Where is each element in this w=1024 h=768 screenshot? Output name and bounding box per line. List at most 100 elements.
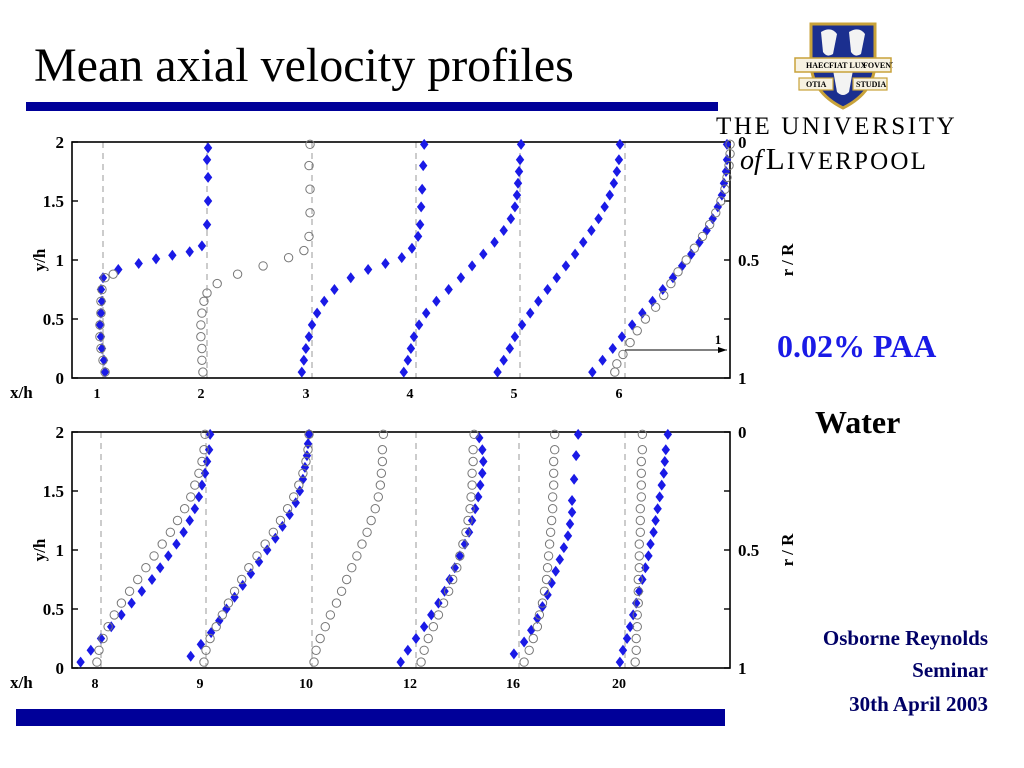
paa-marker [285,509,294,521]
paa-marker [509,648,519,660]
paa-marker [587,225,596,236]
paa-marker [514,166,524,177]
water-marker [544,539,555,549]
paa-marker [246,568,256,580]
paa-marker [668,272,678,284]
water-marker [205,633,215,644]
water-marker [550,429,560,440]
paa-marker [407,242,417,254]
water-marker [109,610,119,620]
paa-marker [200,467,210,479]
water-marker [550,445,560,455]
water-marker [666,278,676,289]
r-axis-label: r / R [778,243,797,276]
water-marker [637,445,648,455]
paa-marker [271,532,280,544]
paa-marker [644,550,653,562]
paa-marker [238,579,247,591]
water-marker [94,645,104,655]
paa-marker [76,656,85,668]
paa-marker [202,219,212,231]
water-marker [633,574,643,585]
y-tick-label: 0.5 [43,600,64,619]
water-marker [373,492,383,502]
y-tick-label: 2 [56,133,65,152]
label-water: Water [815,404,901,440]
paa-marker [147,574,157,585]
water-marker [720,184,730,194]
paa-marker [416,201,426,213]
water-marker [612,359,622,369]
water-marker [260,539,270,549]
water-marker [636,468,647,478]
paa-marker [186,650,195,662]
water-marker [630,657,640,667]
station-label-12: 12 [403,677,417,692]
water-marker [635,504,645,514]
paa-marker [417,183,427,195]
water-marker [452,563,462,573]
water-marker [636,456,647,467]
plot-panel-bottom: 0 0.5 1 1.5 2 1 0.5 0 y/h r / R x/h 8 9 10 12 16 20 [10,423,797,692]
water-marker [199,445,209,455]
water-marker [659,290,669,301]
water-marker [541,574,552,585]
water-marker [537,598,548,608]
water-marker [309,657,319,667]
paa-marker [632,597,641,609]
water-marker [325,610,336,620]
water-marker [547,492,558,502]
water-marker [610,367,620,377]
paa-marker [646,538,655,550]
r-axis-label: r / R [778,533,797,566]
paa-marker [615,138,625,150]
paa-marker [534,295,543,307]
water-marker [547,504,558,514]
water-marker [635,527,645,537]
paa-marker [263,544,272,556]
paa-marker [299,354,309,366]
water-marker [366,515,376,526]
water-marker [157,539,167,549]
water-marker [534,610,545,620]
water-marker [268,527,279,537]
water-marker [370,504,380,514]
paa-marker [561,260,571,272]
water-marker [362,527,372,537]
paa-marker [222,603,231,615]
crest-motto-4: OTIA [806,80,827,89]
paa-marker [660,456,669,467]
university-crest-icon: HAEC FIAT LUX FOVENT OTIA STUDIA [794,22,893,110]
paa-marker [555,553,564,565]
paa-marker [478,467,487,479]
water-marker [92,657,102,667]
r-tick-label: 0 [738,423,747,442]
paa-marker [467,260,477,272]
paa-marker [598,354,607,366]
paa-marker [506,213,516,225]
water-marker [633,586,643,596]
water-marker [197,456,207,467]
paa-marker [96,307,106,319]
water-marker [201,645,211,655]
water-marker [124,586,135,596]
water-marker [631,633,641,644]
university-name-line2: of LIVERPOOL [740,141,928,177]
water-marker [546,515,557,526]
paa-marker [185,515,194,526]
water-marker [194,468,204,478]
paa-marker [215,615,224,627]
water-marker [519,657,529,667]
paa-marker [708,213,717,225]
paa-marker [512,189,522,201]
water-marker [95,332,105,342]
station-label-6: 6 [616,387,623,402]
water-marker [96,296,106,306]
water-marker [217,610,228,620]
water-marker [640,314,651,324]
paa-marker [99,354,109,366]
paa-marker [403,354,413,366]
water-marker [237,574,247,585]
label-paa: 0.02% PAA [777,328,937,364]
paa-marker [411,633,421,644]
